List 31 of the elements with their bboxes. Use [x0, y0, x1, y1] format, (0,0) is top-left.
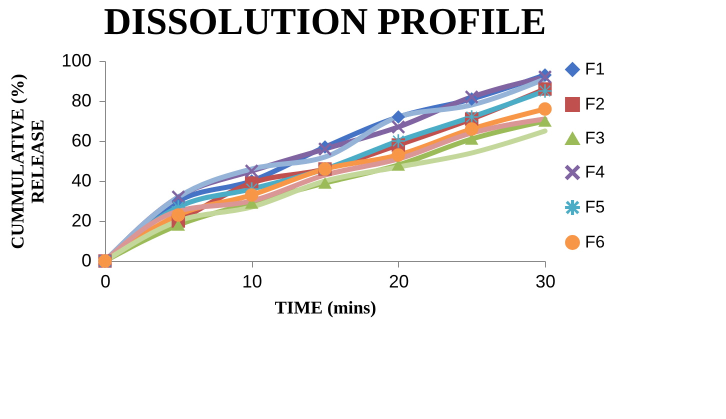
x-tick-label: 10	[242, 272, 262, 292]
y-tick-label: 0	[81, 250, 92, 270]
y-tick-label: 20	[71, 210, 92, 230]
y-axis-title: CUMMULATIVE (%) RELEASE	[7, 74, 48, 250]
legend-label: F2	[585, 94, 605, 114]
point	[172, 208, 186, 222]
point	[392, 120, 406, 134]
point	[244, 188, 258, 202]
y-tick-label: 80	[71, 90, 92, 110]
x-tick-label: 0	[100, 272, 111, 292]
point	[392, 134, 406, 148]
y-tick-label: 100	[61, 50, 92, 70]
point	[538, 115, 552, 127]
x-tick-label: 30	[535, 272, 556, 292]
chart-title: DISSOLUTION PROFILE	[104, 1, 546, 43]
point	[538, 102, 552, 116]
x-tick-label: 20	[388, 272, 409, 292]
y-tick-label: 60	[71, 130, 92, 150]
legend-label: F5	[585, 198, 605, 216]
point	[172, 190, 186, 204]
point	[244, 164, 258, 178]
y-tick-label: 40	[71, 170, 92, 190]
point	[392, 110, 406, 124]
point	[318, 177, 332, 189]
legend-label: F6	[585, 232, 605, 252]
legend-label: F3	[585, 128, 605, 148]
x-axis-title: TIME (mins)	[274, 298, 376, 318]
legend-label: F1	[585, 60, 605, 78]
point	[464, 122, 478, 136]
point	[392, 148, 406, 162]
legend-label: F4	[585, 162, 605, 182]
